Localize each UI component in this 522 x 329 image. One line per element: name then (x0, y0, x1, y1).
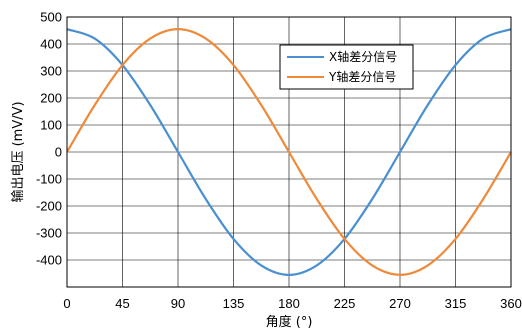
legend-label-y-signal: Y轴差分信号 (328, 69, 396, 84)
x-tick-label: 315 (445, 296, 467, 311)
series-line-y-signal (66, 28, 512, 276)
legend-box (279, 44, 414, 90)
x-tick-label: 45 (115, 296, 129, 311)
y-tick-label: 100 (40, 118, 62, 133)
x-tick-label: 270 (389, 296, 411, 311)
y-tick-label: 400 (40, 37, 62, 52)
x-tick-label: 0 (63, 296, 70, 311)
y-tick-label: 500 (40, 10, 62, 25)
x-tick-label: 360 (500, 296, 522, 311)
x-tick-label: 180 (278, 296, 300, 311)
legend: X轴差分信号 Y轴差分信号 (279, 44, 414, 90)
x-tick-label: 135 (223, 296, 245, 311)
x-tick-label: 90 (171, 296, 185, 311)
y-tick-label: 200 (40, 91, 62, 106)
series-layer (66, 28, 512, 276)
x-axis-title: 角度 (°) (266, 314, 313, 329)
x-tick-label: 225 (334, 296, 356, 311)
y-tick-label: 300 (40, 64, 62, 79)
y-tick-label: -400 (36, 253, 62, 268)
plot-border (66, 16, 512, 288)
tick-labels: 0 45 90 135 180 225 270 315 360 500 400 300 200 100 0 -… (36, 10, 522, 312)
y-tick-label: -300 (36, 226, 62, 241)
y-tick-label: -200 (36, 199, 62, 214)
legend-label-x-signal: X轴差分信号 (329, 49, 397, 64)
y-axis-title: 输出电压 (mV/V) (10, 101, 26, 202)
y-tick-label: -100 (36, 172, 62, 187)
series-line-x-signal (66, 28, 512, 276)
y-tick-label: 0 (55, 145, 62, 160)
